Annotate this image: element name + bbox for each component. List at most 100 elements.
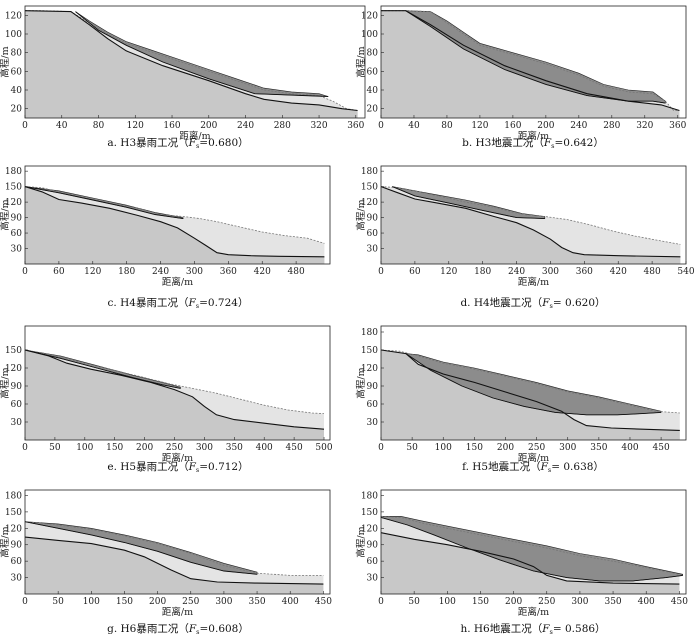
x-tick-label: 200 bbox=[149, 597, 166, 607]
y-tick-label: 90 bbox=[367, 541, 379, 551]
x-tick-label: 180 bbox=[118, 267, 135, 277]
panel-caption: e. H5暴雨工况（Fs=0.712） bbox=[107, 461, 248, 474]
x-tick-label: 120 bbox=[440, 267, 457, 277]
x-tick-label: 240 bbox=[570, 121, 587, 131]
x-axis-label: 距离/m bbox=[518, 606, 549, 618]
x-axis-label: 距离/m bbox=[518, 130, 549, 142]
slip-surface-line bbox=[75, 11, 329, 97]
bedrock-boundary-line bbox=[381, 10, 680, 112]
panel-d: 0 60 120 180 240 300 360 420 480 540 30 60 90 120 150 1… bbox=[355, 165, 695, 310]
y-tick-label: 30 bbox=[367, 245, 379, 255]
y-tick-label: 90 bbox=[367, 214, 379, 224]
fs-value: =0.608） bbox=[200, 623, 249, 635]
y-tick-label: 30 bbox=[11, 245, 23, 255]
x-axis-label: 距离/m bbox=[179, 130, 210, 142]
x-tick-label: 200 bbox=[136, 443, 153, 453]
slip-surface-line bbox=[405, 353, 662, 416]
slip-surface-line bbox=[24, 521, 258, 575]
y-tick-label: 100 bbox=[5, 30, 22, 40]
y-tick-label: 180 bbox=[5, 167, 22, 177]
ground-surface-line bbox=[380, 186, 681, 245]
x-tick-label: 300 bbox=[571, 597, 588, 607]
y-tick-label: 40 bbox=[367, 86, 379, 96]
panel-f: 0 50 100 150 200 250 300 350 400 450 30 60 90 120 150 1… bbox=[355, 325, 687, 474]
panel-a: 0 40 80 120 160 200 240 280 320 360 20 40 60 80 100 120… bbox=[0, 5, 366, 150]
x-tick-label: 400 bbox=[621, 443, 638, 453]
fs-symbol: F bbox=[540, 461, 549, 473]
x-tick-label: 400 bbox=[638, 597, 655, 607]
x-tick-label: 50 bbox=[52, 597, 64, 607]
x-tick-label: 0 bbox=[22, 121, 28, 131]
y-tick-label: 60 bbox=[11, 229, 23, 239]
x-tick-label: 420 bbox=[610, 267, 627, 277]
y-tick-label: 60 bbox=[11, 400, 23, 410]
bedrock-area bbox=[381, 10, 680, 119]
x-tick-label: 250 bbox=[166, 443, 183, 453]
panel-caption: h. H6地震工况（Fs= 0.586） bbox=[460, 622, 605, 636]
bedrock-area bbox=[25, 186, 325, 264]
x-tick-label: 60 bbox=[409, 267, 421, 277]
fs-subscript: s bbox=[550, 628, 553, 636]
y-tick-label: 120 bbox=[361, 11, 378, 21]
y-tick-label: 60 bbox=[11, 67, 23, 77]
bedrock-boundary-line bbox=[24, 536, 324, 585]
y-tick-label: 120 bbox=[5, 198, 22, 208]
panel-caption: d. H4地震工况（Fs= 0.620） bbox=[460, 296, 605, 310]
x-tick-label: 60 bbox=[53, 267, 65, 277]
y-tick-label: 20 bbox=[367, 105, 379, 115]
plot-frame bbox=[380, 165, 687, 265]
fs-subscript: s bbox=[196, 142, 199, 150]
x-tick-label: 200 bbox=[505, 597, 522, 607]
fs-symbol: F bbox=[188, 461, 197, 473]
bedrock-boundary-line bbox=[380, 186, 681, 258]
x-tick-label: 100 bbox=[435, 443, 452, 453]
y-tick-label: 80 bbox=[11, 49, 23, 59]
y-tick-label: 180 bbox=[361, 167, 378, 177]
y-tick-label: 20 bbox=[11, 105, 23, 115]
ground-surface-line bbox=[24, 186, 325, 244]
panel-e: 0 50 100 150 200 250 300 350 400 450 500 30 60 90 120 1… bbox=[0, 325, 333, 474]
slip-surface-line bbox=[392, 186, 545, 220]
x-tick-label: 320 bbox=[310, 121, 327, 131]
x-tick-label: 350 bbox=[248, 597, 265, 607]
fs-symbol: F bbox=[188, 137, 197, 149]
x-tick-label: 350 bbox=[226, 443, 243, 453]
bedrock-boundary-line bbox=[24, 186, 325, 258]
fs-symbol: F bbox=[541, 297, 550, 309]
x-tick-label: 360 bbox=[220, 267, 237, 277]
x-tick-label: 150 bbox=[466, 443, 483, 453]
panel-b: 0 40 80 120 160 200 240 280 320 360 20 40 60 80 100 120… bbox=[355, 5, 687, 150]
y-tick-label: 40 bbox=[11, 86, 23, 96]
x-tick-label: 280 bbox=[274, 121, 291, 131]
bedrock-boundary-line bbox=[24, 349, 325, 430]
slip-surface-line bbox=[24, 349, 181, 389]
y-tick-label: 60 bbox=[367, 557, 379, 567]
fs-symbol: F bbox=[543, 137, 552, 149]
bedrock-area bbox=[25, 350, 325, 440]
y-tick-label: 180 bbox=[361, 491, 378, 501]
x-tick-label: 150 bbox=[116, 597, 133, 607]
y-tick-label: 120 bbox=[5, 364, 22, 374]
fs-value: =0.680） bbox=[199, 137, 248, 149]
x-tick-label: 80 bbox=[441, 121, 453, 131]
y-tick-label: 150 bbox=[361, 508, 378, 518]
panel-c: 0 60 120 180 240 300 360 420 480 30 60 90 120 150 180 距… bbox=[0, 165, 331, 310]
panel-caption: f. H5地震工况（Fs= 0.638） bbox=[462, 460, 604, 474]
fs-symbol: F bbox=[187, 297, 196, 309]
x-tick-label: 280 bbox=[603, 121, 620, 131]
x-tick-label: 500 bbox=[315, 443, 332, 453]
x-tick-label: 50 bbox=[406, 443, 418, 453]
x-tick-label: 450 bbox=[315, 597, 332, 607]
fs-value: = 0.586） bbox=[553, 623, 606, 635]
panel-g: 0 50 100 150 200 250 300 350 400 450 30 60 90 120 150 1… bbox=[0, 489, 332, 636]
caption-prefix: a. H3暴雨工况（ bbox=[107, 137, 188, 149]
fs-symbol: F bbox=[188, 623, 197, 635]
x-tick-label: 400 bbox=[256, 443, 273, 453]
panel-caption: c. H4暴雨工况（Fs=0.724） bbox=[108, 297, 249, 310]
y-tick-label: 30 bbox=[11, 574, 23, 584]
x-tick-label: 100 bbox=[83, 597, 100, 607]
x-tick-label: 250 bbox=[182, 597, 199, 607]
panel-caption: a. H3暴雨工况（Fs=0.680） bbox=[107, 137, 248, 150]
x-tick-label: 40 bbox=[408, 121, 420, 131]
x-axis-label: 距离/m bbox=[162, 452, 193, 464]
